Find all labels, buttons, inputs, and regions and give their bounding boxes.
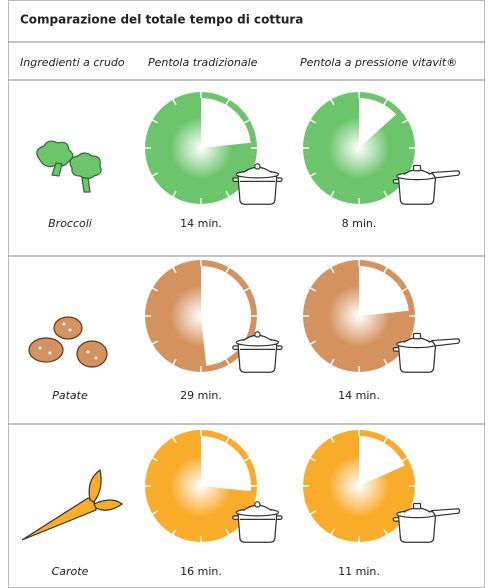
ingredient-name: Broccoli — [48, 217, 92, 230]
time-wedge — [201, 98, 251, 148]
clock-tick — [401, 287, 408, 292]
title: Comparazione del totale tempo di cottura — [20, 13, 303, 27]
clock-tick — [310, 172, 317, 177]
clock-tick — [225, 358, 230, 365]
clock-tick — [383, 267, 388, 274]
clock-tick — [152, 172, 159, 177]
clock-tick — [172, 358, 177, 365]
clock-tick — [383, 99, 388, 106]
time-wedge — [201, 436, 251, 492]
time-label: 14 min. — [338, 389, 380, 402]
clock-tick — [172, 437, 177, 444]
clock-tick — [330, 190, 335, 197]
clock-tick — [330, 358, 335, 365]
clock-tick — [243, 457, 250, 462]
column-header: Ingredienti a crudo — [20, 56, 125, 69]
ingredient-name: Carote — [52, 565, 89, 578]
clock-tick — [383, 190, 388, 197]
clock-tick — [152, 340, 159, 345]
clock-tick — [243, 119, 250, 124]
clock-tick — [310, 510, 317, 515]
time-wedge — [359, 436, 405, 486]
column-header: Pentola a pressione vitavit® — [300, 56, 457, 69]
carrot-icon — [21, 468, 123, 541]
clock-tick — [152, 287, 159, 292]
clock-tick — [225, 437, 230, 444]
clock-tick — [225, 190, 230, 197]
clock-tick — [172, 528, 177, 535]
time-label: 16 min. — [180, 565, 222, 578]
clock-tick — [401, 457, 408, 462]
time-wedge — [359, 266, 409, 316]
clock-tick — [401, 119, 408, 124]
time-wedge — [359, 98, 397, 148]
clock-tick — [383, 437, 388, 444]
time-label: 14 min. — [180, 217, 222, 230]
clock-tick — [172, 190, 177, 197]
clock-tick — [225, 267, 230, 274]
clock-tick — [225, 99, 230, 106]
clock-tick — [310, 119, 317, 124]
clock-tick — [310, 287, 317, 292]
time-label: 8 min. — [342, 217, 377, 230]
column-header: Pentola tradizionale — [148, 56, 258, 69]
clock-tick — [152, 457, 159, 462]
clock-tick — [152, 119, 159, 124]
clock-tick — [330, 528, 335, 535]
clock-tick — [330, 437, 335, 444]
potatoes-icon — [28, 316, 108, 368]
clock-tick — [383, 358, 388, 365]
time-label: 29 min. — [180, 389, 222, 402]
ingredient-name: Patate — [52, 389, 88, 402]
clock-tick — [172, 267, 177, 274]
clock-tick — [330, 267, 335, 274]
clock-tick — [383, 528, 388, 535]
clock-tick — [172, 99, 177, 106]
broccoli-icon — [36, 140, 102, 193]
clock-tick — [330, 99, 335, 106]
clock-tick — [310, 457, 317, 462]
clock-tick — [225, 528, 230, 535]
clock-tick — [152, 510, 159, 515]
time-label: 11 min. — [338, 565, 380, 578]
clock-tick — [243, 287, 250, 292]
clock-tick — [310, 340, 317, 345]
